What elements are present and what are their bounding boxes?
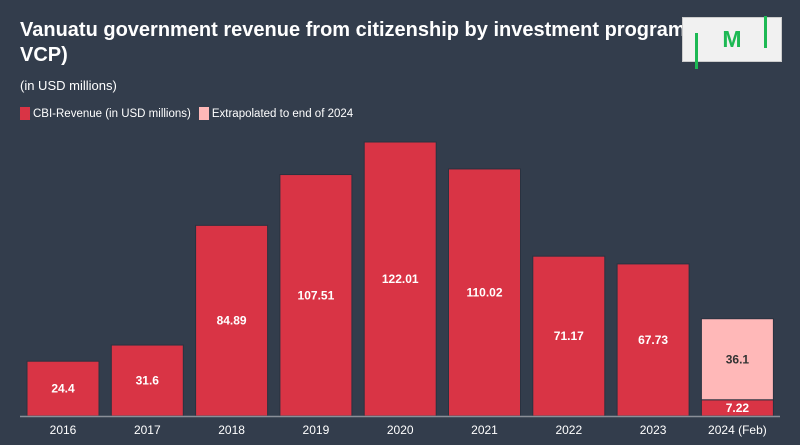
- data-label: 84.89: [217, 314, 247, 328]
- x-tick-label: 2021: [471, 423, 498, 437]
- legend-item-extrapolated: Extrapolated to end of 2024: [198, 107, 354, 120]
- logo-bar: [764, 16, 767, 48]
- bar-cbi: [26, 360, 100, 417]
- legend-swatch: [20, 107, 30, 120]
- data-label: 67.73: [638, 333, 668, 347]
- bar-cbi: [532, 255, 606, 417]
- legend-item-cbi: CBI-Revenue (in USD millions): [20, 107, 191, 120]
- bar-cbi: [616, 263, 690, 417]
- data-label: 71.17: [554, 329, 584, 343]
- chart-subtitle: (in USD millions): [20, 78, 117, 93]
- legend: CBI-Revenue (in USD millions) Extrapolat…: [20, 107, 353, 120]
- logo: M: [682, 16, 782, 69]
- data-label: 24.4: [51, 382, 75, 396]
- data-label: 36.1: [726, 352, 750, 366]
- x-tick-label: 2022: [555, 423, 582, 437]
- x-tick-label: 2019: [303, 423, 330, 437]
- x-tick-label: 2024 (Feb): [708, 423, 767, 437]
- x-tick-label: 2020: [387, 423, 414, 437]
- bar-cbi: [448, 168, 521, 417]
- legend-swatch: [198, 107, 209, 120]
- data-label: 122.01: [382, 272, 419, 286]
- bar-cbi: [195, 224, 269, 417]
- data-label: 7.22: [726, 401, 750, 415]
- data-label: 31.6: [136, 374, 160, 388]
- logo-bar: [695, 33, 698, 69]
- bar-extrapolated: [700, 318, 774, 401]
- logo-text: M: [722, 26, 742, 52]
- legend-label: CBI-Revenue (in USD millions): [33, 107, 191, 120]
- bar-cbi: [363, 141, 437, 417]
- data-label: 110.02: [466, 285, 502, 299]
- bar-cbi: [110, 344, 184, 417]
- x-tick-label: 2017: [134, 423, 161, 437]
- chart-title: Vanuatu government revenue from citizens…: [20, 19, 727, 66]
- data-label: 107.51: [298, 288, 335, 302]
- x-tick-label: 2016: [50, 423, 77, 437]
- legend-label: Extrapolated to end of 2024: [211, 107, 354, 120]
- x-tick-label: 2023: [640, 423, 667, 437]
- bar-cbi: [279, 174, 353, 417]
- x-tick-label: 2018: [218, 423, 245, 437]
